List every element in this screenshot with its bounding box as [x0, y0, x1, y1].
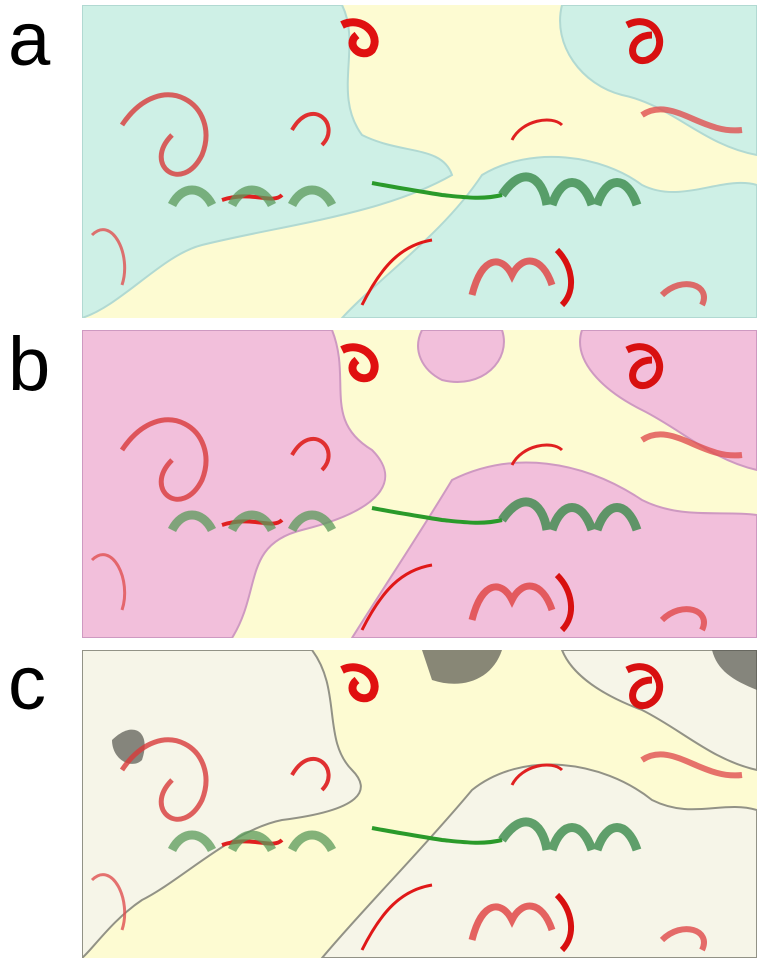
- panel-label: a: [8, 0, 51, 82]
- panel-a: [82, 5, 757, 318]
- panel-label: b: [8, 322, 51, 407]
- panel-c: [82, 650, 757, 958]
- panel-b: [82, 330, 757, 638]
- panel-label: c: [8, 641, 46, 726]
